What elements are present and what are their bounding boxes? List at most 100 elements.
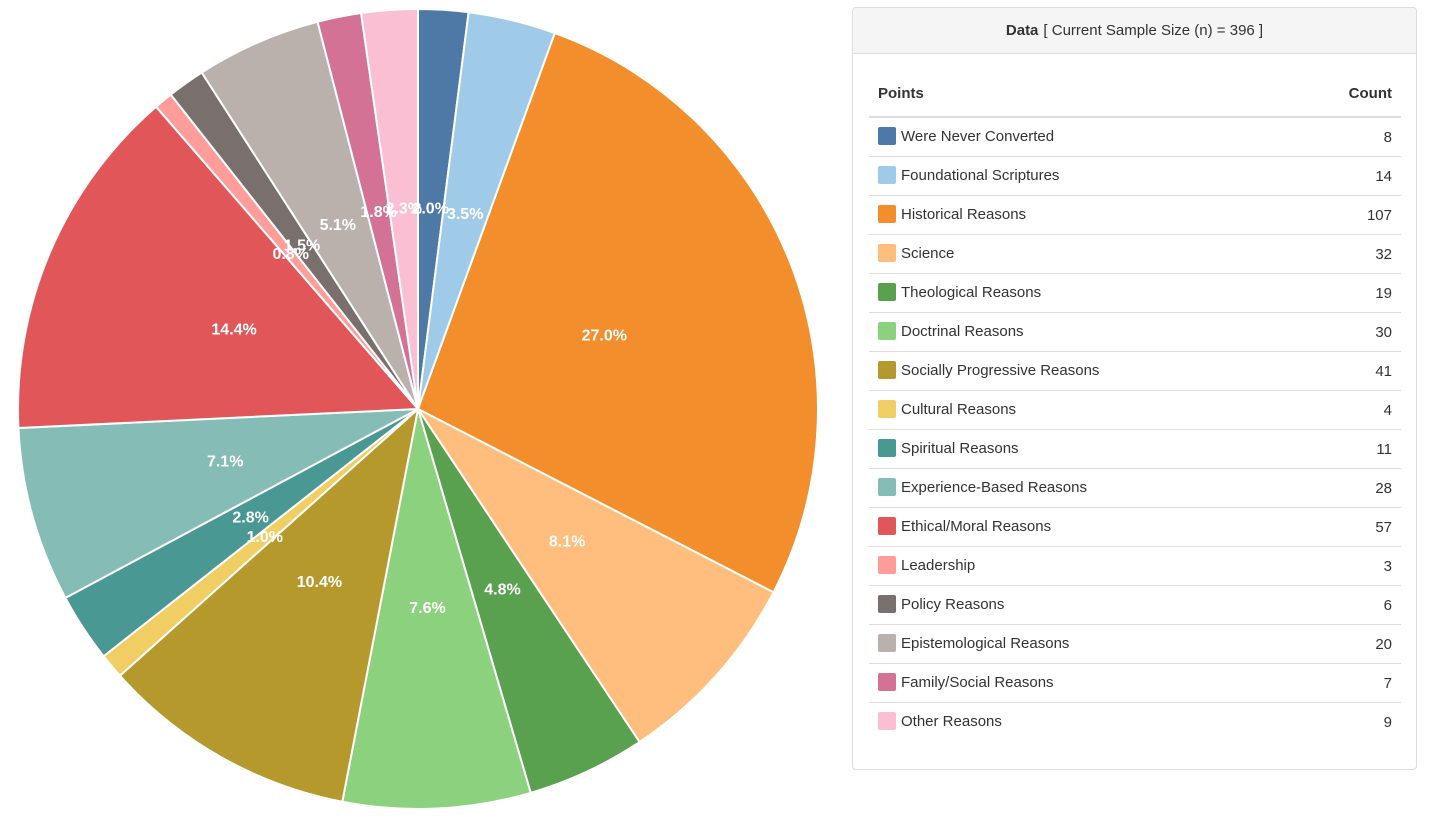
pie-slice-label: 5.1% xyxy=(320,217,356,234)
row-label: Socially Progressive Reasons xyxy=(901,361,1100,379)
pie-slice-label: 1.0% xyxy=(247,529,283,546)
table-row: Were Never Converted 8 xyxy=(869,117,1401,157)
legend-swatch xyxy=(878,712,896,731)
row-count: 30 xyxy=(1292,312,1401,352)
column-header-points: Points xyxy=(869,70,1293,118)
pie-slice-label: 7.6% xyxy=(409,600,445,617)
row-label: Foundational Scriptures xyxy=(901,166,1060,184)
pie-slice xyxy=(359,7,419,410)
table-body: Were Never Converted 8 Foundational Script… xyxy=(869,117,1401,741)
pie-slice-label: 2.8% xyxy=(232,510,268,527)
pie-chart: 2.0%3.5% 27.0% 8.1% 4.8% 7.6% 10.4% 1.0% 2.8% 7.… xyxy=(17,7,819,810)
row-label: Other Reasons xyxy=(901,712,1002,730)
row-label: Were Never Converted xyxy=(901,127,1055,145)
table-row: Theological Reasons 19 xyxy=(869,273,1401,313)
legend-swatch xyxy=(878,283,896,302)
table-row: Spiritual Reasons 11 xyxy=(869,429,1401,469)
pie-slice-label: 3.5% xyxy=(447,206,483,223)
table-row: Leadership 3 xyxy=(869,546,1401,586)
row-count: 32 xyxy=(1292,234,1401,274)
table-row: Family/Social Reasons 7 xyxy=(869,663,1401,703)
row-label: Experience-Based Reasons xyxy=(901,478,1087,496)
column-header-count: Count xyxy=(1292,70,1401,118)
row-label: Family/Social Reasons xyxy=(901,673,1054,691)
row-label: Policy Reasons xyxy=(901,595,1005,613)
pie-slice xyxy=(118,406,420,803)
row-count: 107 xyxy=(1292,195,1401,235)
data-table: Points Count Were Never Converted 8 Founda… xyxy=(869,70,1401,741)
legend-swatch xyxy=(878,634,896,653)
row-point-cell: Science xyxy=(869,234,1293,274)
pie-slice-label: 2.0% xyxy=(412,201,448,218)
pie-slice xyxy=(416,31,819,594)
pie-slice xyxy=(17,408,419,600)
legend-swatch xyxy=(878,595,896,614)
row-count: 3 xyxy=(1292,546,1401,586)
row-count: 14 xyxy=(1292,156,1401,196)
row-count: 19 xyxy=(1292,273,1401,313)
table-row: Socially Progressive Reasons 41 xyxy=(869,351,1401,391)
row-point-cell: Theological Reasons xyxy=(869,273,1293,313)
row-point-cell: Foundational Scriptures xyxy=(869,156,1293,196)
row-point-cell: Cultural Reasons xyxy=(869,390,1293,430)
table-row: Ethical/Moral Reasons 57 xyxy=(869,507,1401,547)
legend-swatch xyxy=(878,205,896,224)
pie-slice xyxy=(17,105,421,430)
row-point-cell: Doctrinal Reasons xyxy=(869,312,1293,352)
row-point-cell: Policy Reasons xyxy=(869,585,1293,625)
row-point-cell: Were Never Converted xyxy=(869,117,1293,157)
row-point-cell: Ethical/Moral Reasons xyxy=(869,507,1293,547)
row-label: Science xyxy=(901,244,955,262)
pie-slices xyxy=(17,7,819,810)
table-row: Historical Reasons 107 xyxy=(869,195,1401,235)
row-count: 11 xyxy=(1292,429,1401,469)
row-count: 6 xyxy=(1292,585,1401,625)
legend-swatch xyxy=(878,127,896,146)
row-point-cell: Family/Social Reasons xyxy=(869,663,1293,703)
legend-swatch xyxy=(878,439,896,458)
pie-slice-label: 7.1% xyxy=(207,454,243,471)
row-label: Doctrinal Reasons xyxy=(901,322,1024,340)
row-count: 28 xyxy=(1292,468,1401,508)
row-point-cell: Spiritual Reasons xyxy=(869,429,1293,469)
pie-slice-label: 1.5% xyxy=(284,237,320,254)
legend-swatch xyxy=(878,361,896,380)
table-header-row: Points Count xyxy=(869,70,1401,118)
legend-swatch xyxy=(878,673,896,692)
pie-slice-label: 10.4% xyxy=(297,574,342,591)
row-count: 57 xyxy=(1292,507,1401,547)
legend-swatch xyxy=(878,244,896,263)
pie-slice-label: 27.0% xyxy=(582,327,627,344)
row-label: Ethical/Moral Reasons xyxy=(901,517,1052,535)
row-point-cell: Historical Reasons xyxy=(869,195,1293,235)
row-point-cell: Experience-Based Reasons xyxy=(869,468,1293,508)
table-row: Doctrinal Reasons 30 xyxy=(869,312,1401,352)
legend-swatch xyxy=(878,400,896,419)
row-label: Theological Reasons xyxy=(901,283,1042,301)
pie-slice-label: 8.1% xyxy=(549,534,585,551)
panel-body: Points Count Were Never Converted 8 Founda… xyxy=(853,54,1416,741)
legend-swatch xyxy=(878,166,896,185)
legend-swatch xyxy=(878,556,896,575)
row-point-cell: Other Reasons xyxy=(869,703,1293,742)
table-row: Policy Reasons 6 xyxy=(869,585,1401,625)
legend-swatch xyxy=(878,478,896,497)
row-label: Cultural Reasons xyxy=(901,400,1017,418)
pie-slice-label: 4.8% xyxy=(484,582,520,599)
table-row: Epistemological Reasons 20 xyxy=(869,624,1401,664)
table-row: Foundational Scriptures 14 xyxy=(869,156,1401,196)
row-count: 4 xyxy=(1292,390,1401,430)
pie-slice-label: 14.4% xyxy=(211,322,256,339)
pie-slice-label: 1.8% xyxy=(360,204,396,221)
table-row: Experience-Based Reasons 28 xyxy=(869,468,1401,508)
legend-swatch xyxy=(878,517,896,536)
pie-slice xyxy=(415,406,775,744)
row-label: Historical Reasons xyxy=(901,205,1027,223)
row-label: Epistemological Reasons xyxy=(901,634,1070,652)
row-count: 20 xyxy=(1292,624,1401,664)
row-point-cell: Epistemological Reasons xyxy=(869,624,1293,664)
pie-slice-label: 2.3% xyxy=(385,201,421,218)
row-count: 7 xyxy=(1292,663,1401,703)
row-count: 8 xyxy=(1292,117,1401,157)
table-row: Science 32 xyxy=(869,234,1401,274)
